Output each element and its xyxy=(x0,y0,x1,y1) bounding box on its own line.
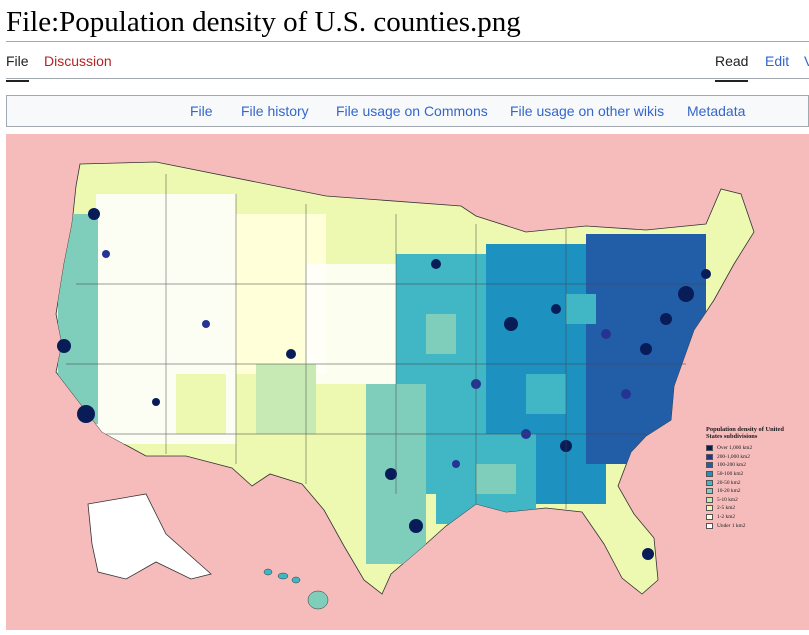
legend-label: 2-5 km2 xyxy=(717,505,736,512)
tab-view-history[interactable]: V xyxy=(804,53,809,69)
legend-swatch xyxy=(706,453,713,460)
subnav-file-usage-other-wikis[interactable]: File usage on other wikis xyxy=(510,103,665,119)
legend-label: Over 1,000 km2 xyxy=(717,445,753,452)
legend-item: Over 1,000 km2 xyxy=(706,444,796,453)
map-legend: Population density of United States subd… xyxy=(706,426,796,530)
legend-label: 10-20 km2 xyxy=(717,488,741,495)
legend-item: 50-100 km2 xyxy=(706,470,796,479)
legend-label: 5-10 km2 xyxy=(717,496,738,503)
legend-item: 10-20 km2 xyxy=(706,487,796,496)
legend-title: Population density of United States subd… xyxy=(706,426,784,440)
file-section-nav: File File history File usage on Commons … xyxy=(6,95,809,127)
legend-swatch xyxy=(706,445,713,452)
legend-item: 1-2 km2 xyxy=(706,513,796,522)
subnav-file-usage-commons[interactable]: File usage on Commons xyxy=(336,103,488,119)
legend-label: 50-100 km2 xyxy=(717,471,744,478)
legend-item: 20-50 km2 xyxy=(706,478,796,487)
legend-item: 200-1,000 km2 xyxy=(706,453,796,462)
legend-label: 200-1,000 km2 xyxy=(717,453,750,460)
tab-read[interactable]: Read xyxy=(715,53,749,82)
us-counties-map-icon xyxy=(6,134,809,630)
tab-file[interactable]: File xyxy=(6,53,29,82)
legend-item: 5-10 km2 xyxy=(706,496,796,505)
legend-swatch xyxy=(706,471,713,478)
tabs-divider xyxy=(6,78,809,79)
page-title: File:Population density of U.S. counties… xyxy=(6,6,521,38)
legend-item: Under 1 km2 xyxy=(706,521,796,530)
legend-swatch xyxy=(706,479,713,486)
page-tabs: File Discussion Read Edit V xyxy=(6,42,809,82)
legend-label: Under 1 km2 xyxy=(717,522,746,529)
legend-swatch xyxy=(706,514,713,521)
subnav-metadata[interactable]: Metadata xyxy=(687,103,746,119)
title-divider xyxy=(6,41,809,42)
map-image[interactable]: Population density of United States subd… xyxy=(6,134,809,630)
legend-label: 20-50 km2 xyxy=(717,479,741,486)
tab-edit[interactable]: Edit xyxy=(765,53,790,69)
legend-swatch xyxy=(706,462,713,469)
legend-label: 100-200 km2 xyxy=(717,462,746,469)
tab-discussion[interactable]: Discussion xyxy=(44,53,112,69)
legend-item: 2-5 km2 xyxy=(706,504,796,513)
legend-item: 100-200 km2 xyxy=(706,461,796,470)
legend-label: 1-2 km2 xyxy=(717,514,736,521)
legend-swatch xyxy=(706,496,713,503)
legend-swatch xyxy=(706,488,713,495)
subnav-file-history[interactable]: File history xyxy=(241,103,309,119)
legend-swatch xyxy=(706,505,713,512)
legend-swatch xyxy=(706,522,713,529)
subnav-file[interactable]: File xyxy=(190,103,213,119)
